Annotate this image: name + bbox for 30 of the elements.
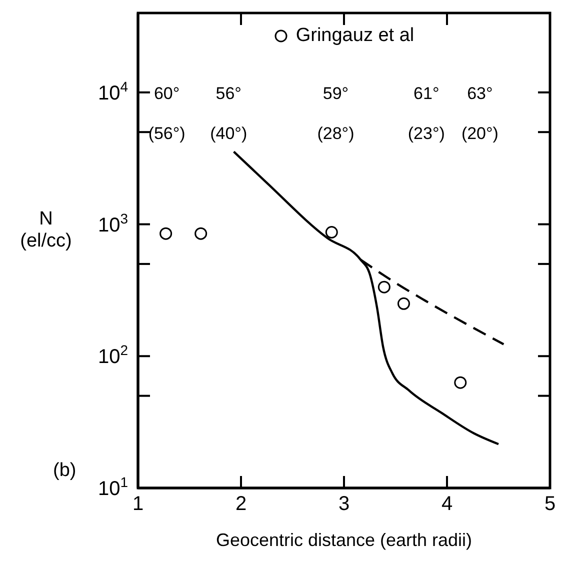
y-axis-title: N (el/cc) bbox=[20, 208, 72, 252]
y-tick-label: 10$^{1}$ bbox=[98, 474, 128, 500]
annotation: (28°) bbox=[317, 124, 354, 143]
line-series bbox=[232, 150, 500, 446]
point bbox=[325, 226, 338, 238]
x-tick-label: 3 bbox=[338, 493, 350, 515]
x-tick-label: 5 bbox=[544, 493, 556, 515]
annotation: 61° bbox=[414, 84, 440, 103]
y-tick-label: 10$^{4}$ bbox=[98, 78, 128, 104]
x-tick-label: 1 bbox=[132, 493, 144, 515]
point bbox=[397, 297, 410, 310]
annotation: (20°) bbox=[461, 124, 498, 143]
legend-label: Gringauz et al bbox=[296, 25, 414, 47]
annotation: (56°) bbox=[148, 124, 186, 143]
annotation: (23°) bbox=[408, 124, 445, 143]
annotation: (40°) bbox=[210, 124, 248, 143]
annotation: 60° bbox=[154, 84, 180, 103]
point bbox=[454, 376, 467, 389]
y-tick-label: 10$^{2}$ bbox=[98, 342, 128, 368]
x-tick-label: 2 bbox=[235, 493, 247, 515]
annotation: 56° bbox=[216, 84, 242, 103]
y-tick-label: 10$^{3}$ bbox=[98, 210, 128, 236]
annotation: 63° bbox=[467, 84, 493, 103]
x-tick-label: 4 bbox=[441, 493, 453, 515]
point bbox=[194, 227, 208, 240]
text: (b) bbox=[53, 460, 76, 481]
point bbox=[160, 227, 172, 240]
point bbox=[378, 280, 390, 294]
annotation: 59° bbox=[322, 84, 349, 103]
x-axis-title: Geocentric distance (earth radii) bbox=[216, 530, 472, 550]
